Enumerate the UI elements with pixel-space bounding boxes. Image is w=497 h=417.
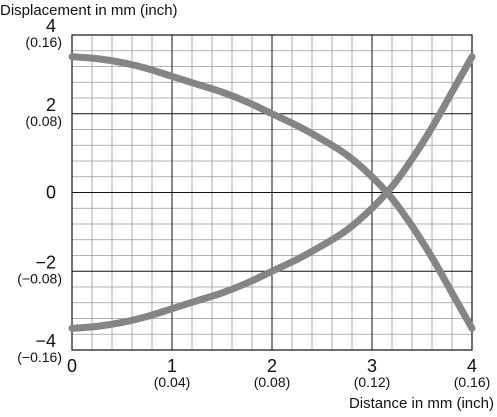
y-tick-label: 2: [46, 95, 56, 115]
series-line-1: [68, 53, 476, 332]
y-tick-sublabel: (−0.16): [17, 349, 62, 365]
x-tick-sublabel: (0.12): [354, 374, 391, 390]
y-axis-title: Displacement in mm (inch): [0, 2, 178, 19]
y-tick-sublabel: (0.08): [25, 113, 62, 129]
y-tick-sublabel: (0.16): [25, 34, 62, 50]
x-tick-label: 3: [367, 356, 377, 376]
y-tick-label: −4: [35, 331, 56, 351]
x-tick-labels: 0 1(0.04) 2(0.08) 3(0.12) 4(0.16): [67, 356, 490, 390]
y-tick-labels: 4(0.16) 2(0.08) 0 −2(−0.08) −4(−0.16): [17, 16, 62, 365]
y-tick-label: 4: [46, 16, 56, 36]
y-tick-sublabel: (−0.08): [17, 270, 62, 286]
y-tick-label: 0: [46, 183, 56, 203]
x-axis-title: Distance in mm (inch): [349, 395, 494, 412]
series-layer: [68, 53, 476, 332]
y-tick-label: −2: [35, 252, 56, 272]
x-tick-label: 0: [67, 356, 77, 376]
series-line-2: [68, 53, 476, 332]
x-tick-sublabel: (0.16): [454, 374, 491, 390]
x-tick-label: 4: [467, 356, 477, 376]
x-tick-label: 1: [167, 356, 177, 376]
plot-frame: [71, 34, 473, 351]
x-tick-sublabel: (0.08): [254, 374, 291, 390]
x-tick-sublabel: (0.04): [154, 374, 191, 390]
x-tick-label: 2: [267, 356, 277, 376]
